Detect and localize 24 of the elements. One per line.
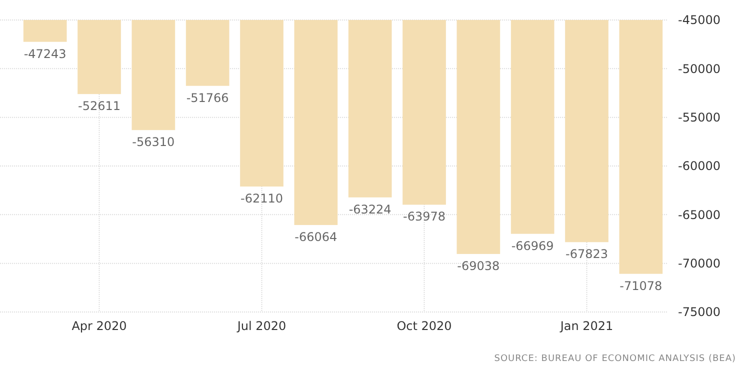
source-note: SOURCE: BUREAU OF ECONOMIC ANALYSIS (BEA) — [494, 354, 736, 364]
data-label: -63978 — [402, 210, 446, 224]
y-tick-label: -50000 — [678, 62, 721, 76]
data-label: -67823 — [565, 247, 608, 262]
x-tick-label: Oct 2020 — [396, 319, 452, 333]
data-label: -69038 — [457, 258, 500, 273]
data-label: -66969 — [511, 238, 554, 253]
y-tick-label: -70000 — [678, 256, 721, 271]
x-tick-label: Apr 2020 — [72, 319, 127, 333]
x-tick-label: Jul 2020 — [236, 319, 286, 333]
data-label: -52611 — [78, 99, 121, 114]
x-tick-label: Jan 2021 — [559, 319, 614, 333]
y-tick-label: -55000 — [678, 110, 721, 125]
data-label: -51766 — [186, 90, 229, 105]
y-tick-label: -60000 — [678, 159, 721, 174]
data-label: -47243 — [24, 46, 66, 61]
y-tick-label: -75000 — [678, 305, 721, 320]
y-tick-label: -65000 — [678, 208, 721, 222]
data-label: -66064 — [294, 230, 338, 244]
data-label: -62110 — [240, 192, 284, 206]
data-label: -71078 — [620, 278, 662, 293]
y-tick-label: -45000 — [678, 13, 721, 28]
data-label: -56310 — [132, 135, 175, 150]
data-label: -63224 — [348, 202, 392, 216]
